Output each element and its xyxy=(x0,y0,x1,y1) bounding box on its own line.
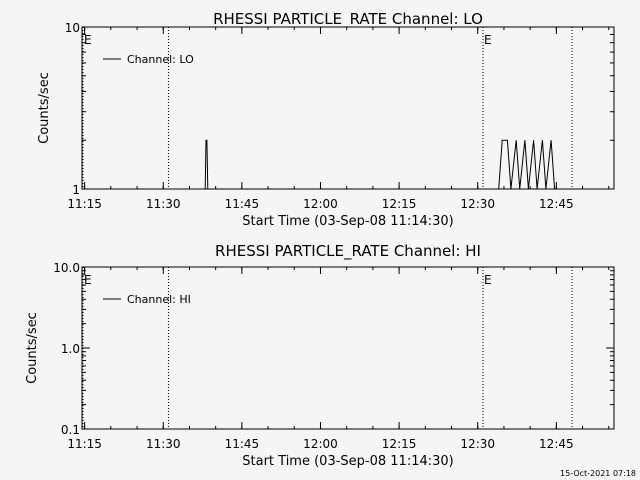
x-tick-label: 12:45 xyxy=(539,437,574,451)
y-tick-label: 10 xyxy=(65,21,80,35)
y-tick-label: 0.1 xyxy=(61,423,80,437)
x-tick-label: 11:45 xyxy=(225,197,260,211)
x-tick-label: 11:45 xyxy=(225,437,260,451)
chart-panel-2: RHESSI PARTICLE_RATE Channel: HI 0.1 1.0 10… xyxy=(25,242,615,469)
series-line-1 xyxy=(204,139,556,190)
x-tick-label: 11:30 xyxy=(146,437,181,451)
x-tick-label: 12:30 xyxy=(460,197,495,211)
event-marker-label: E xyxy=(84,33,92,47)
x-tick-label: 12:00 xyxy=(303,437,338,451)
footer-timestamp: 15-Oct-2021 07:18 xyxy=(560,469,636,478)
x-tick-label: 12:45 xyxy=(539,197,574,211)
x-tick-label: 12:15 xyxy=(382,437,417,451)
y-tick-label: 1.0 xyxy=(61,342,80,356)
y-axis-label: Counts/sec xyxy=(25,312,40,384)
y-tick-label: 1 xyxy=(72,183,80,197)
x-tick-label: 12:00 xyxy=(303,197,338,211)
y-axis-label: Counts/sec xyxy=(37,72,52,144)
event-marker-label: E xyxy=(484,273,492,287)
x-tick-label: 12:15 xyxy=(382,197,417,211)
x-axis-label: Start Time (03-Sep-08 11:14:30) xyxy=(242,214,453,229)
y-tick-label: 10.0 xyxy=(53,261,80,275)
legend-label: Channel: LO xyxy=(127,53,194,66)
x-tick-label: 12:30 xyxy=(460,437,495,451)
x-axis-label: Start Time (03-Sep-08 11:14:30) xyxy=(242,454,453,469)
x-tick-label: 11:15 xyxy=(67,437,102,451)
event-marker-label: E xyxy=(84,273,92,287)
chart-panel-1: RHESSI PARTICLE_RATE Channel: LO 1 10 11:15… xyxy=(37,10,615,229)
x-tick-label: 11:30 xyxy=(146,197,181,211)
chart-title: RHESSI PARTICLE_RATE Channel: LO xyxy=(213,10,483,29)
legend-label: Channel: HI xyxy=(127,293,191,306)
x-tick-label: 11:15 xyxy=(67,197,102,211)
chart-title: RHESSI PARTICLE_RATE Channel: HI xyxy=(215,242,481,261)
event-marker-label: E xyxy=(484,33,492,47)
